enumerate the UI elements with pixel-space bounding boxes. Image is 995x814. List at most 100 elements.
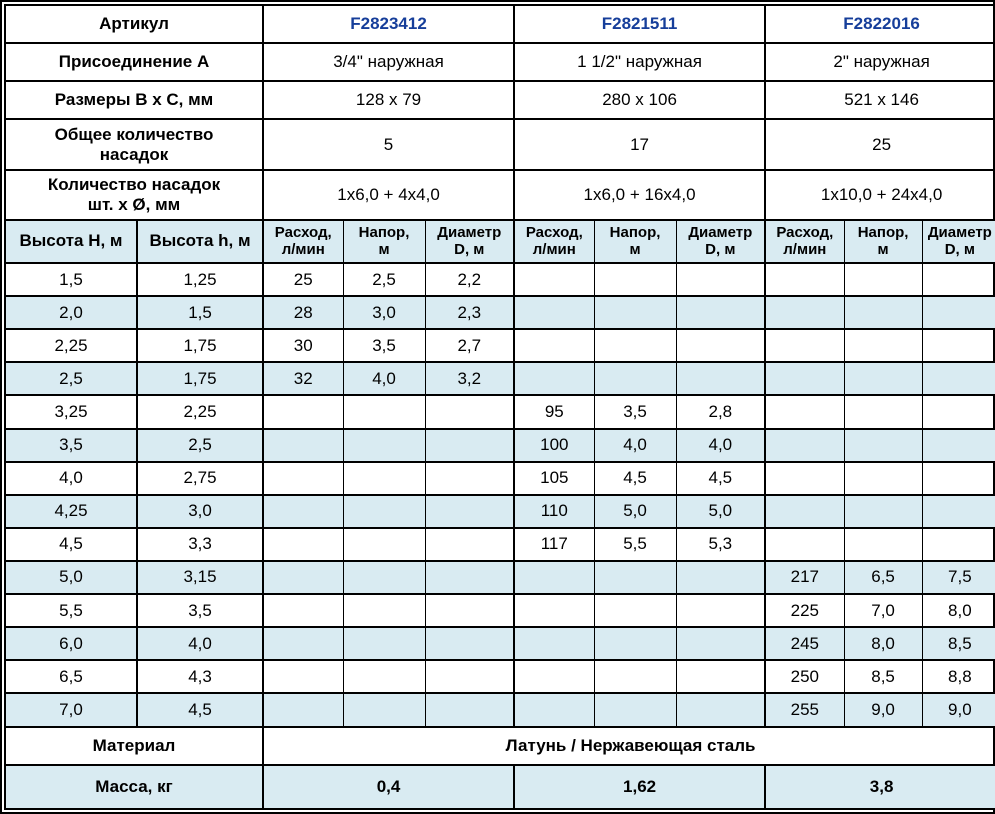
height-H-cell: 4,5 — [4, 527, 138, 562]
head-cell-3 — [843, 494, 923, 529]
flow-cell-1: 30 — [262, 328, 344, 364]
performance-row: 3,5 2,5 100 4,0 4,0 — [4, 427, 995, 463]
head-cell-2: 4,0 — [593, 427, 677, 463]
head-cell-3 — [843, 461, 923, 496]
diameter-cell-3: 8,0 — [921, 593, 995, 629]
flow-cell-2 — [513, 328, 595, 364]
head-cell-3 — [843, 427, 923, 463]
flow-header: Расход, л/мин — [764, 218, 845, 264]
diameter-cell-3 — [921, 361, 995, 397]
height-H-cell: 5,5 — [4, 593, 138, 629]
nozzle-count-value: 5 — [262, 118, 516, 171]
flow-header: Расход, л/мин — [262, 218, 344, 264]
flow-cell-3: 225 — [764, 593, 845, 629]
diameter-cell-1 — [424, 527, 515, 562]
diameter-cell-1 — [424, 394, 515, 430]
diameter-cell-1 — [424, 427, 515, 463]
flow-cell-2 — [513, 361, 595, 397]
performance-row: 5,0 3,15 217 6,5 7,5 — [4, 560, 995, 596]
flow-cell-2 — [513, 692, 595, 728]
flow-cell-3 — [764, 361, 845, 397]
performance-row: 2,0 1,5 28 3,0 2,3 — [4, 295, 995, 331]
performance-row: 4,0 2,75 105 4,5 4,5 — [4, 461, 995, 496]
flow-cell-2: 110 — [513, 494, 595, 529]
diameter-cell-2: 5,0 — [675, 494, 766, 529]
head-cell-2: 4,5 — [593, 461, 677, 496]
flow-cell-2: 117 — [513, 527, 595, 562]
diameter-cell-3 — [921, 328, 995, 364]
diameter-header: Диаметр D, м — [424, 218, 515, 264]
head-cell-1 — [342, 659, 426, 695]
head-cell-1 — [342, 427, 426, 463]
head-cell-1 — [342, 494, 426, 529]
diameter-header: Диаметр D, м — [675, 218, 766, 264]
height-h-cell: 3,5 — [135, 593, 264, 629]
flow-cell-1 — [262, 527, 344, 562]
height-h-cell: 1,75 — [135, 328, 264, 364]
head-cell-2 — [593, 593, 677, 629]
connection-row: Присоединение А 3/4" наружная 1 1/2" нар… — [3, 42, 995, 83]
nozzle-config-row: Количество насадок шт. x Ø, мм 1x6,0 + 4… — [3, 168, 995, 221]
connection-value: 3/4" наружная — [262, 42, 516, 83]
spec-label: Артикул — [3, 3, 265, 45]
flow-cell-1 — [262, 626, 344, 662]
spec-label: Общее количество насадок — [3, 118, 265, 171]
height-h-cell: 3,0 — [135, 494, 264, 529]
height-h-cell: 2,5 — [135, 427, 264, 463]
height-H-cell: 2,25 — [4, 328, 138, 364]
head-cell-3 — [843, 328, 923, 364]
flow-cell-3 — [764, 262, 845, 298]
head-cell-1 — [342, 692, 426, 728]
diameter-cell-3 — [921, 262, 995, 298]
nozzle-config-value: 1x6,0 + 4x4,0 — [262, 168, 516, 221]
head-cell-3 — [843, 295, 923, 331]
performance-row: 1,5 1,25 25 2,5 2,2 — [4, 262, 995, 298]
height-H-cell: 1,5 — [4, 262, 138, 298]
flow-cell-3 — [764, 427, 845, 463]
head-cell-3: 8,5 — [843, 659, 923, 695]
performance-row: 6,5 4,3 250 8,5 8,8 — [4, 659, 995, 695]
height-H-cell: 3,25 — [4, 394, 138, 430]
flow-cell-1 — [262, 494, 344, 529]
diameter-cell-1 — [424, 461, 515, 496]
diameter-cell-1 — [424, 494, 515, 529]
connection-value: 1 1/2" наружная — [513, 42, 767, 83]
diameter-cell-2 — [675, 328, 766, 364]
diameter-cell-2: 4,0 — [675, 427, 766, 463]
diameter-cell-3 — [921, 527, 995, 562]
height-h-cell: 2,75 — [135, 461, 264, 496]
flow-cell-2: 95 — [513, 394, 595, 430]
head-cell-2: 3,5 — [593, 394, 677, 430]
head-cell-3: 9,0 — [843, 692, 923, 728]
flow-cell-2 — [513, 262, 595, 298]
head-cell-2 — [593, 692, 677, 728]
diameter-cell-1 — [424, 560, 515, 596]
dimensions-value: 521 x 146 — [764, 80, 995, 121]
diameter-cell-3: 7,5 — [921, 560, 995, 596]
flow-cell-1: 25 — [262, 262, 344, 298]
height-H-cell: 6,0 — [4, 626, 138, 662]
flow-cell-1: 28 — [262, 295, 344, 331]
head-cell-1 — [342, 560, 426, 596]
height-h-cell: 4,0 — [135, 626, 264, 662]
height-H-cell: 2,5 — [4, 361, 138, 397]
nozzle-config-value: 1x6,0 + 16x4,0 — [513, 168, 767, 221]
height-H-cell: 2,0 — [4, 295, 138, 331]
head-cell-2 — [593, 262, 677, 298]
height-h-cell: 3,3 — [135, 527, 264, 562]
height-H-cell: 3,5 — [4, 427, 138, 463]
flow-cell-3 — [764, 394, 845, 430]
height-H-cell: 4,25 — [4, 494, 138, 529]
head-cell-2 — [593, 295, 677, 331]
spec-section: Артикул F2823412 F2821511 F2822016 Присо… — [3, 3, 995, 221]
performance-row: 2,5 1,75 32 4,0 3,2 — [4, 361, 995, 397]
head-cell-2 — [593, 328, 677, 364]
flow-cell-3 — [764, 328, 845, 364]
head-cell-2 — [593, 659, 677, 695]
article-row: Артикул F2823412 F2821511 F2822016 — [3, 3, 995, 45]
height-h-cell: 1,25 — [135, 262, 264, 298]
head-cell-2: 5,0 — [593, 494, 677, 529]
flow-cell-3: 255 — [764, 692, 845, 728]
diameter-cell-3: 8,5 — [921, 626, 995, 662]
